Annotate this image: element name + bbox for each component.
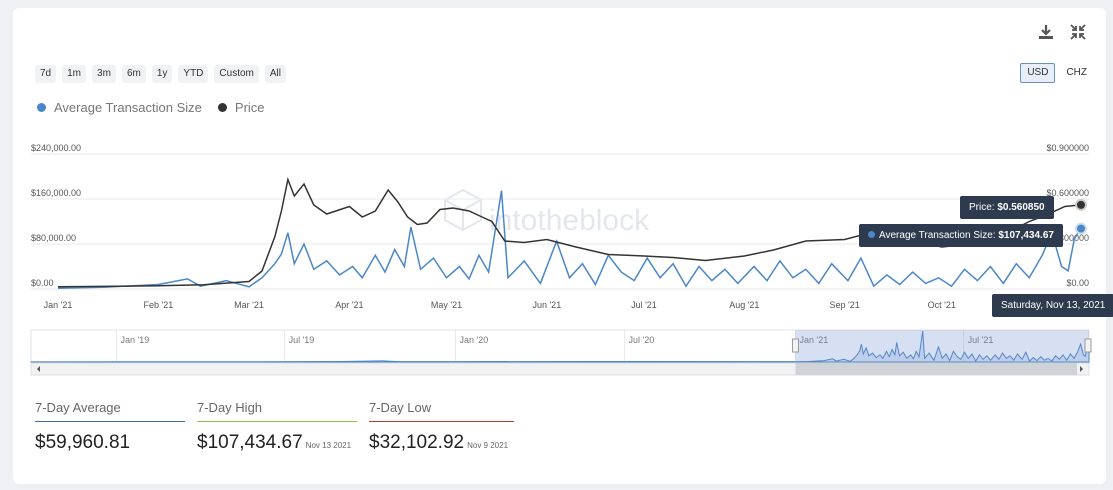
legend-dot-icon xyxy=(217,103,227,112)
stat-value: $107,434.67 Nov 13 2021 xyxy=(197,432,357,454)
legend-item-price[interactable]: Price xyxy=(217,100,265,115)
ats-hover-marker xyxy=(1075,222,1087,235)
tooltip-price-label: Price: xyxy=(969,202,998,213)
x-tick-label: Jul '21 xyxy=(631,300,657,310)
x-tick-label: Apr '21 xyxy=(335,300,363,310)
range-1m-button[interactable]: 1m xyxy=(62,65,87,83)
currency-usd-button[interactable]: USD xyxy=(1020,63,1056,83)
x-tick-label: Jan '21 xyxy=(44,300,73,310)
navigator[interactable]: Jan '19 Jul '19 Jan '20 Jul '20 Jan '21 Jul '… xyxy=(30,329,1092,376)
y-right-tick-label: $0.00 xyxy=(1066,278,1089,288)
legend-item-ats[interactable]: Average Transaction Size xyxy=(37,100,202,115)
x-tick-label: Sep '21 xyxy=(830,300,860,310)
navigator-tick-label: Jul '19 xyxy=(289,335,315,345)
legend-label: Price xyxy=(234,100,265,115)
stat-value-text: $107,434.67 xyxy=(197,432,303,453)
stat-7day-low: 7-Day Low $32,102.92 Nov 9 2021 xyxy=(369,400,514,454)
navigator-tick-label: Jan '20 xyxy=(460,335,489,345)
legend-dot-icon xyxy=(37,103,46,112)
y-right-tick-label: $0.900000 xyxy=(1046,143,1089,153)
navigator-selection[interactable] xyxy=(795,330,1089,362)
navigator-tick-label: Jul '20 xyxy=(629,335,655,345)
tooltip-ats-label: Average Transaction Size: xyxy=(879,230,999,241)
download-icon[interactable] xyxy=(1036,22,1056,42)
stat-label: 7-Day High xyxy=(197,400,357,422)
y-right-tick-label: $0.300000 xyxy=(1046,233,1089,243)
range-custom-button[interactable]: Custom xyxy=(214,65,259,83)
stats-row: 7-Day Average $59,960.81 7-Day High $107… xyxy=(35,400,514,454)
range-3m-button[interactable]: 3m xyxy=(92,65,116,83)
navigator-handle-left[interactable] xyxy=(791,338,799,353)
scroll-left-arrow-icon[interactable] xyxy=(37,366,40,372)
stat-date: Nov 13 2021 xyxy=(305,441,352,450)
ats-tooltip: Average Transaction Size: $107,434.67 xyxy=(859,224,1063,247)
y-left-tick-label: $80,000.00 xyxy=(31,233,76,243)
x-tick-label: Oct '21 xyxy=(928,300,956,310)
y-right-tick-label: $0.600000 xyxy=(1046,188,1089,198)
price-tooltip: Price: $0.560850 xyxy=(960,196,1054,219)
stat-date: Nov 9 2021 xyxy=(467,441,509,450)
stat-label: 7-Day Average xyxy=(35,400,185,422)
range-ytd-button[interactable]: YTD xyxy=(178,65,209,83)
stat-value-text: $59,960.81 xyxy=(35,432,131,453)
range-7d-button[interactable]: 7d xyxy=(35,65,57,83)
y-left-tick-label: $160,000.00 xyxy=(31,188,81,198)
scroll-right-arrow-icon[interactable] xyxy=(1080,366,1083,372)
x-tick-label: Mar '21 xyxy=(234,300,264,310)
stat-7day-average: 7-Day Average $59,960.81 xyxy=(35,400,185,454)
stat-label: 7-Day Low xyxy=(369,400,514,422)
currency-chz-button[interactable]: CHZ xyxy=(1066,67,1087,78)
chart-card: 7d 1m 3m 6m 1y YTD Custom All USD CHZ Av… xyxy=(13,8,1113,484)
x-tick-label: May '21 xyxy=(431,300,462,310)
x-tick-label: Jun '21 xyxy=(532,300,561,310)
navigator-tick-label: Jan '19 xyxy=(120,335,149,345)
currency-selector: USD CHZ xyxy=(1020,63,1094,83)
chart-legend: Average Transaction Size Price xyxy=(37,100,265,115)
watermark-text: intotheblock xyxy=(489,204,650,237)
date-tooltip: Saturday, Nov 13, 2021 xyxy=(992,294,1113,317)
navigator-handle-right[interactable] xyxy=(1084,338,1092,353)
ats-series-line xyxy=(57,190,1082,289)
y-left-tick-label: $240,000.00 xyxy=(31,143,81,153)
navigator-series-line xyxy=(30,330,1090,363)
x-tick-label: Aug '21 xyxy=(729,300,759,310)
scrollbar-thumb[interactable] xyxy=(795,363,1077,375)
range-selector: 7d 1m 3m 6m 1y YTD Custom All xyxy=(35,65,286,83)
price-hover-marker xyxy=(1075,198,1087,211)
range-all-button[interactable]: All xyxy=(264,65,286,83)
collapse-icon[interactable] xyxy=(1068,22,1088,42)
range-1y-button[interactable]: 1y xyxy=(151,65,173,83)
stat-value: $59,960.81 xyxy=(35,432,185,454)
stat-7day-high: 7-Day High $107,434.67 Nov 13 2021 xyxy=(197,400,357,454)
stat-value: $32,102.92 Nov 9 2021 xyxy=(369,432,514,454)
y-left-tick-label: $0.00 xyxy=(31,278,54,288)
stat-value-text: $32,102.92 xyxy=(369,432,465,453)
range-6m-button[interactable]: 6m xyxy=(121,65,146,83)
navigator-tick-label: Jul '21 xyxy=(968,335,994,345)
watermark: intotheblock xyxy=(444,188,650,237)
x-tick-label: Feb '21 xyxy=(143,300,173,310)
plot-area[interactable]: intotheblock $0.00 $80,000.00 $160,000.00 $… xyxy=(13,8,1106,388)
tooltip-ats-value: $107,434.67 xyxy=(998,230,1054,241)
navigator-tick-label: Jan '21 xyxy=(799,335,828,345)
tooltip-price-value: $0.560850 xyxy=(997,202,1045,213)
legend-label: Average Transaction Size xyxy=(54,100,202,115)
tooltip-dot-icon xyxy=(868,231,875,238)
